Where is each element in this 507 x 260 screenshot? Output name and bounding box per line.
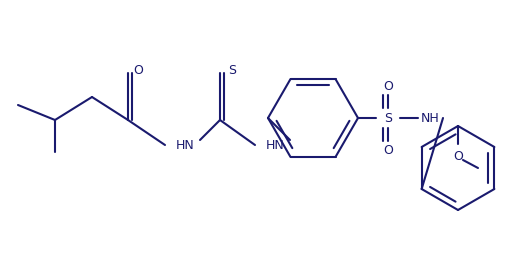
Text: HN: HN xyxy=(266,139,284,152)
Text: NH: NH xyxy=(421,112,440,125)
Text: S: S xyxy=(228,63,236,76)
Text: S: S xyxy=(384,112,392,125)
Text: O: O xyxy=(383,144,393,157)
Text: O: O xyxy=(383,80,393,93)
Text: HN: HN xyxy=(175,139,194,152)
Text: O: O xyxy=(133,63,143,76)
Text: O: O xyxy=(453,150,463,162)
